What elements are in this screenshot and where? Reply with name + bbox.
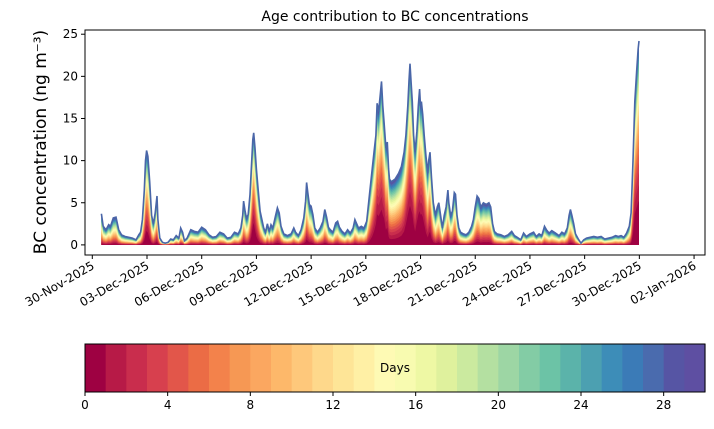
colorbar-bin <box>643 344 665 392</box>
y-tick-label: 15 <box>63 111 78 125</box>
age-stacked-areas <box>101 41 639 245</box>
y-tick-label: 5 <box>70 196 78 210</box>
colorbar-tick-label: 16 <box>408 398 423 412</box>
colorbar-tick-label: 4 <box>164 398 172 412</box>
age-band-9-days <box>101 120 639 245</box>
colorbar-bin <box>167 344 189 392</box>
colorbar-bin <box>581 344 603 392</box>
colorbar-bin <box>333 344 355 392</box>
colorbar-tick-label: 20 <box>491 398 506 412</box>
colorbar-bin <box>105 344 127 392</box>
y-tick-label: 10 <box>63 154 78 168</box>
colorbar-bin <box>85 344 107 392</box>
x-axis-ticks: 30-Nov-202503-Dec-202506-Dec-202509-Dec-… <box>23 255 699 309</box>
colorbar-bin <box>229 344 251 392</box>
colorbar-bin <box>147 344 169 392</box>
colorbar-bin <box>663 344 685 392</box>
colorbar-bin <box>374 344 396 392</box>
colorbar-bin <box>395 344 417 392</box>
colorbar-tick-label: 0 <box>81 398 89 412</box>
y-axis-ticks: 0 5 10 15 20 25 <box>63 27 85 252</box>
chart-title: Age contribution to BC concentrations <box>261 9 528 25</box>
colorbar-bin <box>271 344 293 392</box>
colorbar-tick-label: 8 <box>247 398 255 412</box>
colorbar-bin <box>415 344 437 392</box>
colorbar-label: Days <box>380 361 410 375</box>
colorbar-bin <box>684 344 706 392</box>
colorbar-bin <box>498 344 520 392</box>
age-band-10-days <box>101 115 639 245</box>
colorbar-frame <box>84 343 706 393</box>
y-axis-label: BC concentration (ng m⁻³) <box>31 30 51 254</box>
colorbar-bin <box>457 344 479 392</box>
colorbar-bin <box>601 344 623 392</box>
y-tick-label: 25 <box>63 27 78 41</box>
colorbar-bin <box>353 344 375 392</box>
colorbar-bin <box>126 344 148 392</box>
total-bc-line <box>100 40 640 245</box>
colorbar-bin <box>209 344 231 392</box>
colorbar-bin <box>560 344 582 392</box>
colorbar-ticks: 0 4 8 12 16 20 24 28 <box>81 392 671 412</box>
y-tick-label: 0 <box>70 238 78 252</box>
colorbar-bin <box>436 344 458 392</box>
colorbar-bin <box>539 344 561 392</box>
colorbar-tick-label: 24 <box>573 398 588 412</box>
colorbar-bin <box>312 344 334 392</box>
age-band-8-days <box>101 126 639 245</box>
colorbar-bin <box>250 344 272 392</box>
y-tick-label: 20 <box>63 69 78 83</box>
colorbar-bin <box>519 344 541 392</box>
colorbar-bin <box>291 344 313 392</box>
colorbar-bin <box>622 344 644 392</box>
colorbar-tick-label: 12 <box>325 398 340 412</box>
colorbar-tick-label: 28 <box>656 398 671 412</box>
plot-frame <box>84 29 706 256</box>
colorbar-bin <box>188 344 210 392</box>
colorbar-bin <box>477 344 499 392</box>
age-colorbar <box>85 344 706 392</box>
